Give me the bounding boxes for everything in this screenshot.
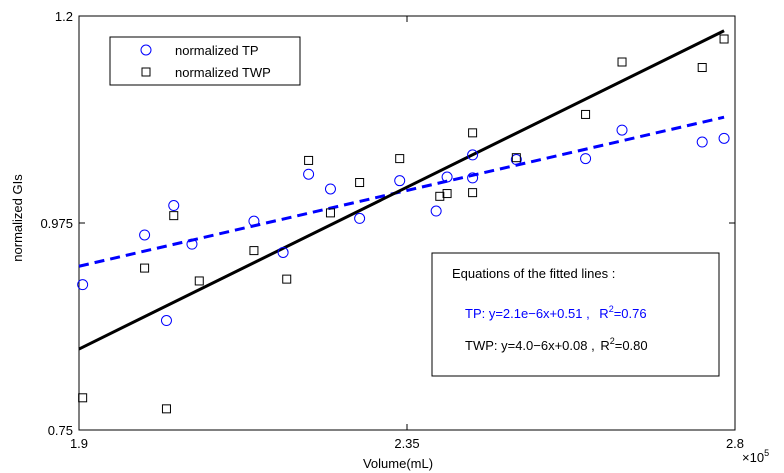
twp-data-point bbox=[325, 208, 335, 218]
tp-fitted-line bbox=[78, 115, 725, 268]
equations-box: Equations of the fitted lines : TP: y=2.… bbox=[431, 252, 720, 377]
twp-fitted-line bbox=[78, 29, 725, 351]
twp-data-point bbox=[249, 246, 259, 256]
legend: normalized TP normalized TWP bbox=[109, 36, 301, 86]
y-tick-label: 0.975 bbox=[40, 216, 73, 231]
twp-data-point bbox=[304, 155, 314, 165]
twp-data-point bbox=[395, 154, 405, 164]
twp-data-point bbox=[719, 34, 729, 44]
tp-data-point bbox=[467, 149, 479, 161]
twp-data-point bbox=[169, 211, 179, 221]
twp-data-point bbox=[282, 274, 292, 284]
tp-data-point bbox=[718, 132, 730, 144]
axis-tick-labels: 1.9 2.35 2.8 0.75 0.975 1.2 bbox=[40, 9, 744, 451]
tp-data-point bbox=[510, 154, 522, 166]
tp-data-point bbox=[168, 200, 180, 212]
legend-tp-label: normalized TP bbox=[175, 43, 259, 58]
x-tick-label: 1.9 bbox=[70, 436, 88, 451]
twp-equation-separator: , bbox=[587, 338, 598, 353]
twp-data-point bbox=[468, 188, 478, 198]
twp-data-point bbox=[697, 63, 707, 73]
tp-data-point bbox=[394, 175, 406, 187]
tp-r2-superscript: 2 bbox=[609, 304, 614, 314]
tp-equation: TP: y=2.1e−6x+0.51 , R2=0.76 bbox=[465, 304, 647, 321]
tp-equation-separator: , bbox=[582, 306, 593, 321]
tp-data-point bbox=[324, 183, 336, 195]
twp-r2-label: R bbox=[600, 338, 609, 353]
tp-data-point bbox=[467, 172, 479, 184]
twp-r2-superscript: 2 bbox=[610, 336, 615, 346]
tp-data-point bbox=[160, 315, 172, 327]
twp-data-point bbox=[435, 191, 445, 201]
tp-data-point bbox=[248, 215, 260, 227]
twp-data-point bbox=[78, 393, 88, 403]
legend-twp-marker bbox=[141, 67, 151, 77]
tp-data-point bbox=[354, 212, 366, 224]
axis-ticks bbox=[78, 15, 736, 431]
tp-r2-value: =0.76 bbox=[614, 306, 647, 321]
twp-data-point bbox=[511, 153, 521, 163]
twp-equation-formula: TWP: y=4.0−6x+0.08 bbox=[465, 338, 587, 353]
tp-data-point bbox=[696, 136, 708, 148]
tp-data-point bbox=[77, 279, 89, 291]
tp-data-point bbox=[580, 153, 592, 165]
twp-r2-value: =0.80 bbox=[615, 338, 648, 353]
tp-data-point bbox=[616, 124, 628, 136]
y-tick-label: 1.2 bbox=[55, 9, 73, 24]
tp-data-point bbox=[186, 238, 198, 250]
twp-data-point bbox=[442, 189, 452, 199]
tp-data-point bbox=[139, 229, 151, 241]
x-scale-multiplier: ×105 bbox=[742, 448, 769, 465]
twp-data-point bbox=[617, 57, 627, 67]
twp-data-point bbox=[468, 128, 478, 138]
twp-data-point bbox=[140, 263, 150, 273]
tp-data-point bbox=[303, 168, 315, 180]
legend-twp-label: normalized TWP bbox=[175, 65, 271, 80]
data-points bbox=[77, 34, 730, 414]
tp-data-point bbox=[277, 246, 289, 258]
tp-equation-formula: TP: y=2.1e−6x+0.51 bbox=[465, 306, 582, 321]
y-tick-label: 0.75 bbox=[48, 423, 73, 438]
x-tick-label: 2.8 bbox=[726, 436, 744, 451]
tp-data-point bbox=[441, 171, 453, 183]
x-axis-label: Volume(mL) bbox=[363, 456, 433, 471]
twp-data-point bbox=[355, 178, 365, 188]
twp-equation: TWP: y=4.0−6x+0.08 , R2=0.80 bbox=[465, 336, 648, 353]
twp-data-point bbox=[194, 276, 204, 286]
fitted-lines bbox=[78, 29, 725, 351]
twp-data-point bbox=[161, 404, 171, 414]
equations-heading: Equations of the fitted lines : bbox=[452, 266, 615, 281]
x-tick-label: 2.35 bbox=[394, 436, 419, 451]
legend-box bbox=[109, 36, 301, 86]
y-axis-label: normalized GIs bbox=[10, 174, 25, 262]
twp-data-point bbox=[581, 109, 591, 119]
equations-box-frame bbox=[431, 252, 720, 377]
tp-r2-label: R bbox=[599, 306, 608, 321]
legend-tp-marker bbox=[140, 44, 152, 56]
tp-data-point bbox=[430, 205, 442, 217]
